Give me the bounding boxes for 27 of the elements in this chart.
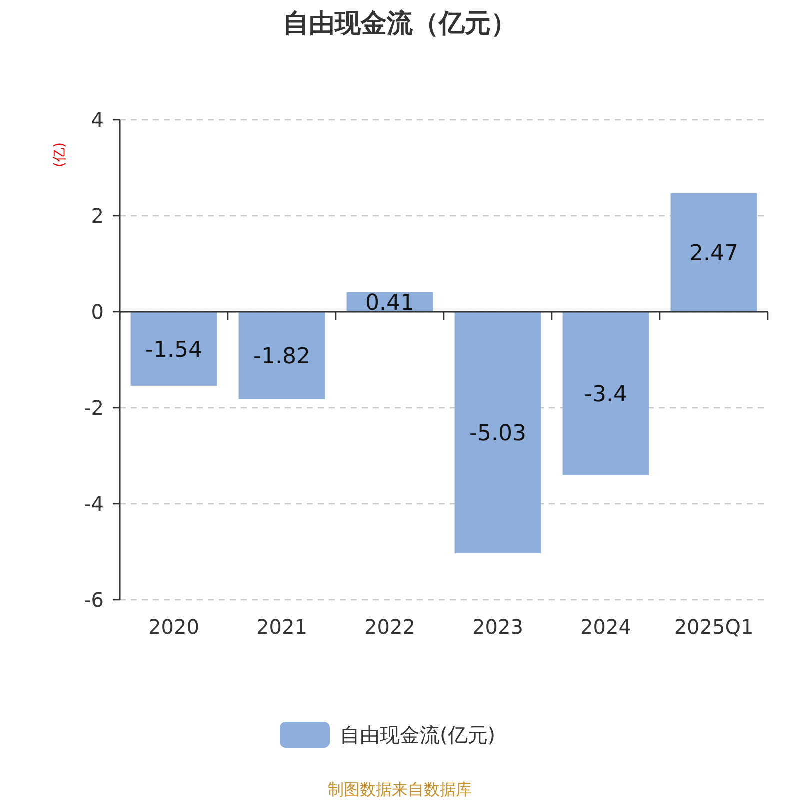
y-tick-label: -6: [84, 588, 104, 612]
data-label: -3.4: [584, 382, 628, 408]
chart-title: 自由现金流（亿元）: [283, 9, 517, 39]
bar: [238, 312, 326, 400]
y-tick-label: 0: [91, 300, 104, 324]
y-tick-label: -4: [84, 492, 104, 516]
bar: [130, 312, 218, 386]
legend-label: 自由现金流(亿元): [340, 723, 496, 747]
y-tick-label: -2: [84, 396, 104, 420]
x-tick-label: 2024: [580, 615, 632, 639]
x-tick-label: 2021: [256, 615, 308, 639]
x-tick-label: 2025Q1: [674, 615, 754, 639]
data-label: 2.47: [690, 242, 738, 267]
x-tick-label: 2023: [472, 615, 524, 639]
data-label: -5.03: [470, 422, 526, 447]
text: 制图数据来自数据库: [328, 780, 472, 799]
data-label: -1.54: [146, 338, 202, 363]
bar: [670, 193, 758, 312]
data-label: -1.82: [254, 344, 310, 370]
y-tick-label: 4: [91, 108, 104, 132]
x-tick-label: 2020: [148, 615, 200, 639]
y-axis-title: (亿): [52, 142, 68, 168]
y-tick-label: 2: [91, 204, 104, 228]
x-tick-label: 2022: [364, 615, 416, 639]
bar: [454, 312, 542, 554]
data-label: 0.41: [366, 291, 414, 316]
bar: [562, 312, 650, 476]
